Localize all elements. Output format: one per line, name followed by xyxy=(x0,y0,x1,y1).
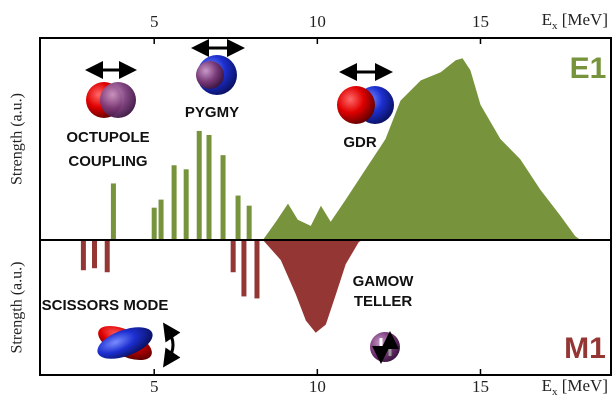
x-label-sub: x xyxy=(552,20,558,32)
bar xyxy=(183,169,189,240)
annotation: PYGMY xyxy=(185,104,239,121)
x-label-unit: [MeV] xyxy=(557,376,608,395)
area xyxy=(262,240,363,333)
bar xyxy=(151,207,157,240)
annotation: COUPLING xyxy=(68,153,147,170)
x-tick-label: 5 xyxy=(150,12,159,31)
x-tick-label: 15 xyxy=(472,377,489,396)
bar xyxy=(104,240,110,273)
pygmy-icon xyxy=(191,39,245,95)
x-tick-label: 10 xyxy=(309,12,326,31)
x-label-main: E xyxy=(542,376,552,395)
bar xyxy=(171,165,177,240)
area xyxy=(262,58,581,241)
x-tick-label: 15 xyxy=(472,12,489,31)
panel-frame xyxy=(39,239,612,376)
bar xyxy=(254,240,260,299)
bar xyxy=(158,199,164,240)
bar xyxy=(196,130,202,240)
bar xyxy=(235,195,241,240)
x-label-unit: [MeV] xyxy=(557,10,608,29)
x-tick-label: 5 xyxy=(150,377,159,396)
annotation: SCISSORS MODE xyxy=(42,297,169,314)
bar xyxy=(91,240,97,269)
bar xyxy=(246,205,252,240)
y-axis-label: Strength (a.u.) xyxy=(9,93,26,185)
bar xyxy=(241,240,247,297)
bar xyxy=(230,240,236,273)
gamow-teller-icon xyxy=(370,331,400,364)
annotation: GDR xyxy=(343,134,377,151)
octupole-icon xyxy=(85,61,137,118)
x-axis-label: Ex [MeV] xyxy=(542,10,608,32)
bar xyxy=(80,240,86,271)
x-tick-label: 10 xyxy=(309,377,326,396)
y-axis-label: Strength (a.u.) xyxy=(9,262,26,354)
gdr-icon xyxy=(337,63,394,124)
x-axis-label: Ex [MeV] xyxy=(542,376,608,398)
x-label-sub: x xyxy=(552,386,558,398)
bar xyxy=(110,183,116,240)
bar xyxy=(206,134,212,240)
bar xyxy=(220,155,226,240)
annotation: TELLER xyxy=(354,293,412,310)
panel-label: E1 xyxy=(570,52,607,85)
panel-label: M1 xyxy=(564,332,606,365)
scissors-icon xyxy=(97,322,181,368)
annotation: GAMOW xyxy=(353,273,415,290)
x-label-main: E xyxy=(542,10,552,29)
annotation: OCTUPOLE xyxy=(66,129,149,146)
